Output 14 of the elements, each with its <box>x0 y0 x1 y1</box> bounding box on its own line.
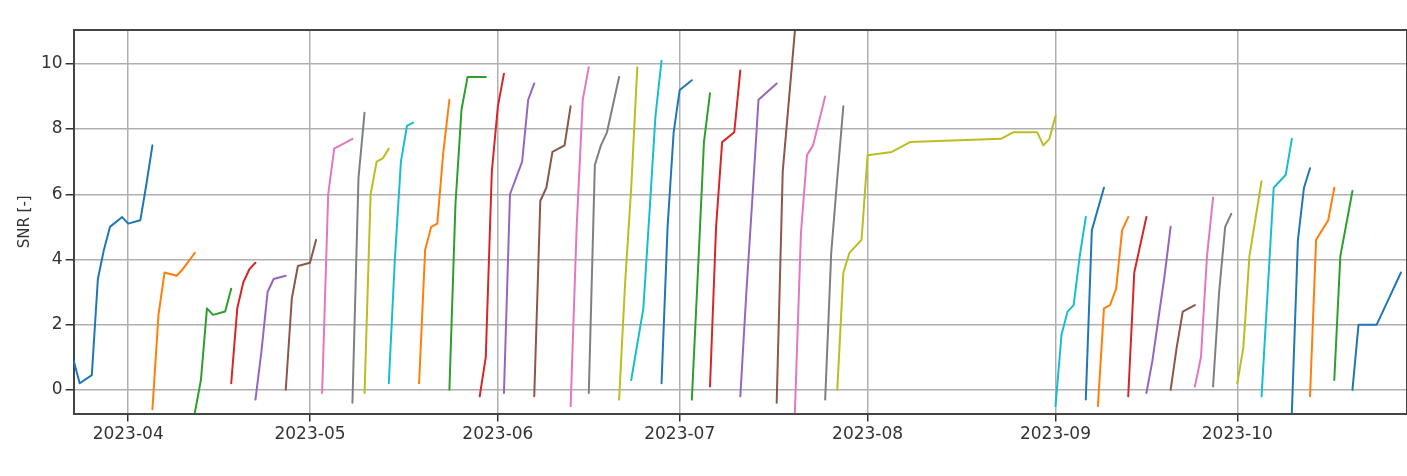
x-tick-label: 2023-05 <box>274 423 346 444</box>
y-tick-label: 8 <box>51 117 63 138</box>
x-tick-label: 2023-10 <box>1201 423 1273 444</box>
x-tick-label: 2023-06 <box>462 423 534 444</box>
y-tick-label: 6 <box>51 182 63 203</box>
y-tick-label: 10 <box>40 52 63 73</box>
y-axis-title: SNR [-] <box>14 195 33 249</box>
y-tick-label: 4 <box>51 247 63 268</box>
x-tick-label: 2023-09 <box>1019 423 1091 444</box>
x-tick-label: 2023-04 <box>92 423 164 444</box>
x-tick-label: 2023-07 <box>644 423 716 444</box>
y-tick-label: 0 <box>51 378 63 399</box>
y-tick-label: 2 <box>51 313 63 334</box>
x-tick-label: 2023-08 <box>832 423 904 444</box>
